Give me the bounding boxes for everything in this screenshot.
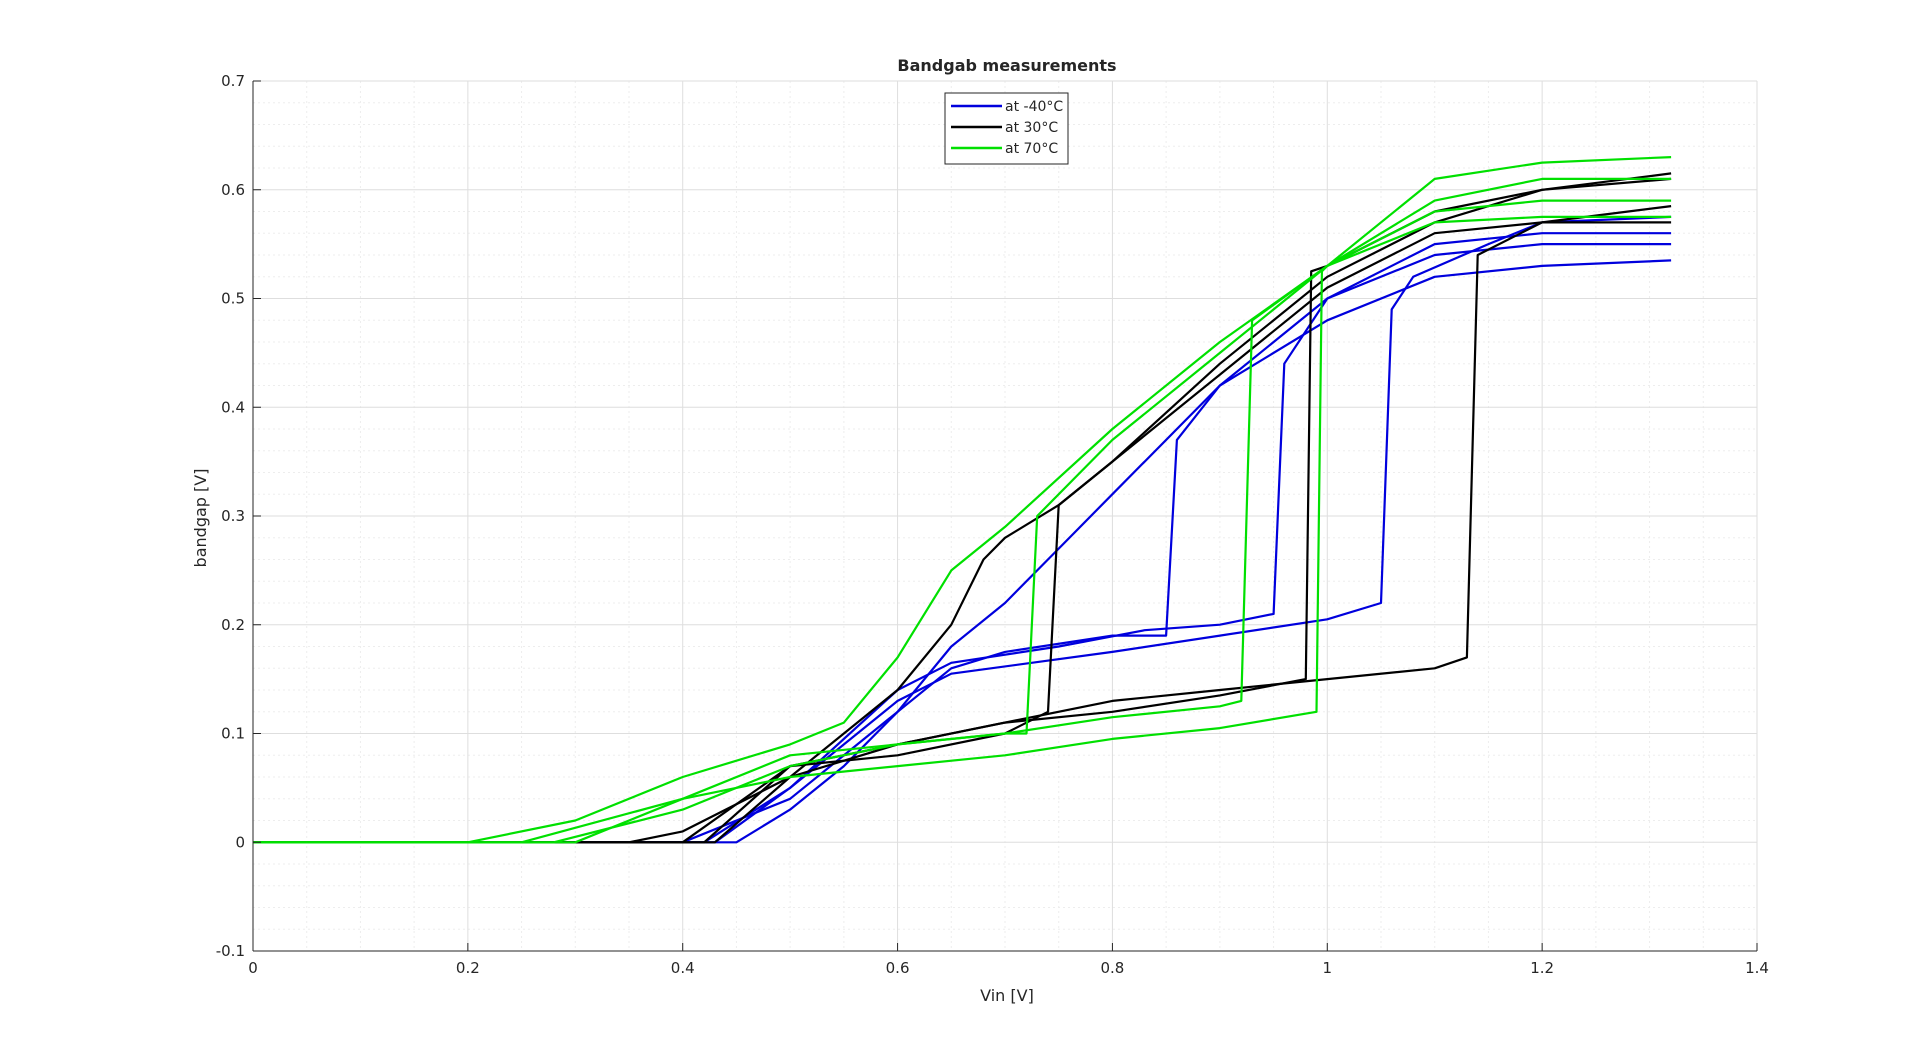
x-tick-label: 1.2 bbox=[1530, 959, 1554, 977]
y-axis-label: bandgap [V] bbox=[191, 469, 210, 568]
y-tick-label: 0.6 bbox=[221, 181, 245, 199]
series-line-11 bbox=[253, 199, 1672, 844]
legend-label: at 30°C bbox=[1005, 120, 1058, 136]
series-line-5 bbox=[253, 221, 1672, 844]
series-line-9 bbox=[253, 156, 1672, 844]
grid bbox=[252, 80, 1758, 952]
x-tick-label: 1.4 bbox=[1745, 959, 1769, 977]
y-tick-label: 0.5 bbox=[221, 290, 245, 308]
x-tick-label: 0.6 bbox=[886, 959, 910, 977]
series-lines bbox=[253, 156, 1672, 844]
x-tick-label: 1 bbox=[1323, 959, 1333, 977]
y-tick-label: -0.1 bbox=[216, 942, 245, 960]
chart-title: Bandgab measurements bbox=[897, 56, 1116, 75]
legend: at -40°C at 30°C at 70°C bbox=[944, 92, 1069, 165]
series-line-4 bbox=[253, 215, 1672, 844]
x-axis-label: Vin [V] bbox=[980, 986, 1034, 1005]
legend-label: at 70°C bbox=[1005, 141, 1058, 157]
y-tick-label: 0.1 bbox=[221, 725, 245, 743]
y-tick-label: 0.4 bbox=[221, 398, 245, 416]
y-tick-label: 0.3 bbox=[221, 507, 245, 525]
legend-label: at -40°C bbox=[1005, 99, 1063, 115]
series-line-12 bbox=[253, 215, 1672, 844]
x-tick-label: 0.2 bbox=[456, 959, 480, 977]
x-tick-label: 0.8 bbox=[1100, 959, 1124, 977]
y-tick-label: 0 bbox=[235, 833, 245, 851]
series-line-2 bbox=[253, 243, 1672, 844]
axes: 0 0.2 0.4 0.6 0.8 1 1.2 1.4-0.100.10.20.30.40.5… bbox=[216, 72, 1769, 977]
x-tick-label: 0.4 bbox=[671, 959, 695, 977]
series-line-10 bbox=[253, 177, 1672, 844]
y-tick-label: 0.7 bbox=[221, 72, 245, 90]
y-tick-label: 0.2 bbox=[221, 616, 245, 634]
x-tick-label: 0 bbox=[248, 959, 258, 977]
